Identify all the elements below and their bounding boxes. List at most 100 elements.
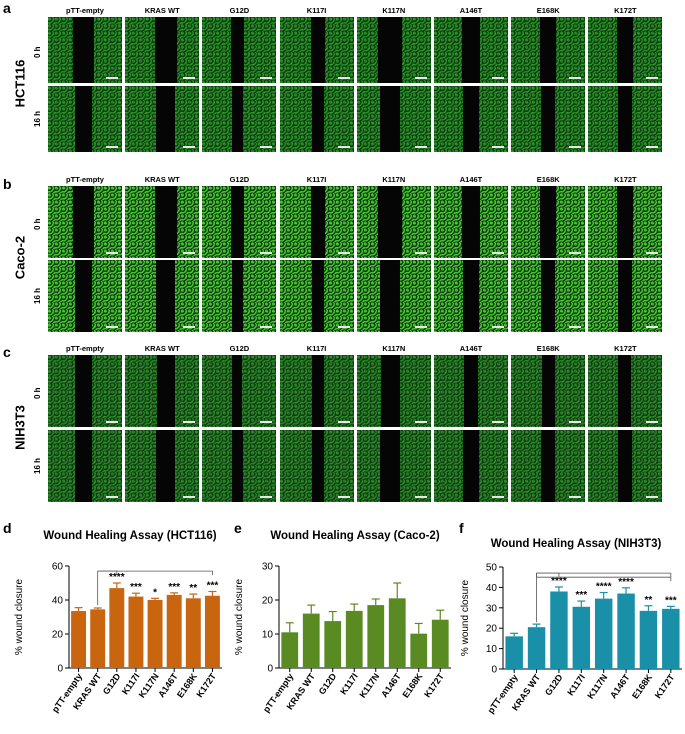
cell-line-label: NIH3T3	[12, 405, 28, 450]
micrograph-0h	[202, 355, 277, 427]
wound-gap	[154, 186, 177, 258]
column-label: pTT-empty	[66, 175, 104, 184]
micrograph-16h	[279, 86, 354, 152]
scale-bar	[260, 146, 273, 148]
wound-gap	[541, 86, 556, 152]
micrograph-0h	[125, 186, 200, 258]
column-label: K172T	[614, 6, 637, 15]
scale-bar	[106, 421, 118, 423]
scale-bar	[492, 146, 504, 148]
scale-bar	[260, 252, 273, 254]
scale-bar	[183, 252, 196, 254]
panel-label-f: f	[459, 520, 464, 536]
scale-bar	[183, 146, 196, 148]
time-label: 0 h	[33, 218, 42, 230]
y-tick-label: 20	[262, 596, 274, 607]
scale-bar	[414, 421, 427, 423]
significance-label: ****	[596, 582, 612, 593]
x-tick-label: G12D	[317, 671, 339, 696]
x-tick-label: K117N	[585, 672, 609, 700]
micrograph-16h	[356, 260, 431, 332]
time-label: 0 h	[33, 46, 42, 58]
bar	[367, 605, 385, 668]
wound-gap	[463, 430, 479, 502]
y-tick-label: 0	[267, 664, 273, 675]
x-tick-label: G12D	[101, 671, 123, 696]
wound-gap	[157, 355, 175, 427]
scale-bar	[260, 421, 273, 423]
scale-bar	[646, 77, 659, 79]
scale-bar	[106, 77, 118, 79]
bar	[662, 608, 680, 669]
scale-bar	[492, 326, 504, 328]
bar-chart-nih3t3: Wound Healing Assay (NIH3T3) % wound clos…	[460, 538, 682, 715]
cell-line-label: HCT116	[12, 59, 28, 108]
micrograph-0h	[279, 17, 354, 83]
wound-gap	[541, 260, 556, 332]
scale-bar	[569, 252, 582, 254]
scale-bar	[106, 326, 118, 328]
micrograph-16h	[202, 260, 277, 332]
x-tick-label: A146T	[379, 671, 403, 699]
wound-gap	[311, 430, 325, 502]
column-label: G12D	[229, 175, 250, 184]
scale-bar	[183, 326, 196, 328]
micrograph-0h	[588, 355, 663, 427]
bar	[281, 632, 299, 668]
x-tick-label: K172T	[194, 671, 218, 699]
scale-bar	[414, 252, 427, 254]
y-axis-label: % wound closure	[14, 578, 25, 655]
column-label: KRAS WT	[144, 175, 180, 184]
column-label: A146T	[459, 175, 483, 184]
micrograph-0h	[434, 355, 508, 427]
wound-gap	[311, 86, 325, 152]
scale-bar	[646, 326, 659, 328]
wound-gap	[378, 17, 402, 83]
panel-label-d: d	[3, 520, 12, 536]
wound-gap	[378, 186, 402, 258]
column-label: K117N	[382, 344, 406, 353]
micrograph-0h	[356, 186, 431, 258]
scale-bar	[260, 77, 273, 79]
chart-title: Wound Healing Assay (NIH3T3)	[491, 538, 662, 550]
y-axis-label: % wound closure	[234, 578, 245, 655]
x-tick-label: E168K	[400, 671, 424, 700]
wound-gap	[230, 17, 244, 83]
column-label: K172T	[614, 344, 637, 353]
significance-label: ***	[130, 582, 142, 593]
scale-bar	[414, 146, 427, 148]
micrograph-16h	[125, 86, 200, 152]
micrograph-16h	[279, 260, 354, 332]
micrograph-0h	[511, 355, 586, 427]
x-tick-label: K172T	[653, 672, 677, 700]
bar	[147, 600, 163, 668]
micrograph-16h	[125, 430, 200, 502]
wound-gap	[75, 355, 92, 427]
scale-bar	[414, 77, 427, 79]
scale-bar	[646, 496, 659, 498]
micrograph-0h	[125, 17, 200, 83]
significance-label: ****	[551, 576, 567, 587]
bar	[639, 610, 658, 669]
micrograph-0h	[434, 186, 508, 258]
comparison-bracket	[536, 572, 672, 578]
bar	[617, 593, 635, 669]
wound-gap	[74, 86, 93, 152]
wound-gap	[230, 186, 244, 258]
y-tick-label: 0	[491, 665, 497, 676]
bar	[572, 606, 591, 669]
y-tick-label: 0	[57, 664, 63, 675]
wound-gap	[74, 430, 93, 502]
column-label: E168K	[536, 6, 560, 15]
bar-chart-caco2: Wound Healing Assay (Caco-2) % wound clos…	[234, 530, 451, 714]
micrograph-0h	[202, 186, 277, 258]
x-tick-label: K117I	[565, 672, 587, 697]
micrograph-16h	[511, 86, 586, 152]
wound-gap	[463, 86, 479, 152]
y-tick-label: 10	[486, 644, 498, 655]
bar	[128, 596, 144, 668]
x-tick-label: K172T	[422, 671, 446, 699]
scale-bar	[569, 146, 582, 148]
scale-bar	[646, 146, 659, 148]
time-label: 16 h	[33, 287, 42, 304]
